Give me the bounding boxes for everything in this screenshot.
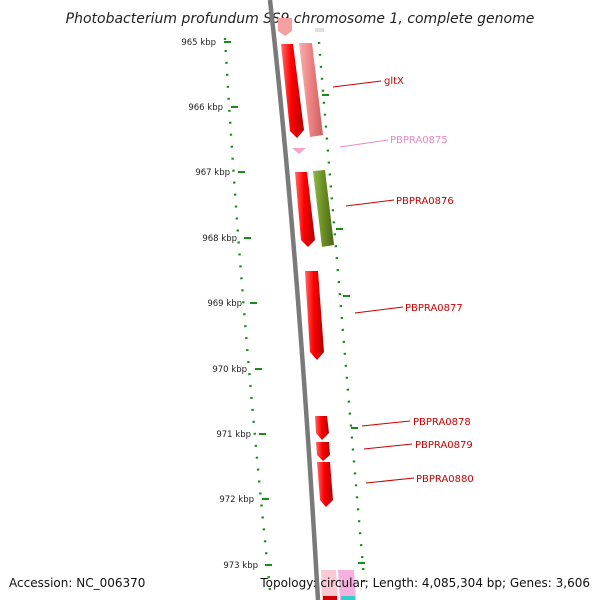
tick-label: 968 kbp <box>202 234 237 244</box>
gene-label[interactable]: PBPRA0880 <box>416 474 474 485</box>
feature-pbpra0875[interactable] <box>292 148 306 154</box>
tick-label: 967 kbp <box>195 168 230 178</box>
kbp-labels: 965 kbp 966 kbp 967 kbp 968 kbp 969 kbp … <box>181 38 258 571</box>
gene-features[interactable] <box>278 18 356 600</box>
tick-label: 965 kbp <box>181 38 216 48</box>
feature-pbpra0877[interactable] <box>305 271 324 360</box>
gc-content-ring-right <box>316 29 367 591</box>
gc-skew-ring-left <box>223 37 272 591</box>
gene-label[interactable]: PBPRA0875 <box>390 135 448 146</box>
feature-top-2[interactable] <box>315 28 324 32</box>
topology-label: Topology: circular; Length: 4,085,304 bp… <box>259 576 590 590</box>
gene-label[interactable]: gltX <box>384 76 404 87</box>
tick-label: 971 kbp <box>216 430 251 440</box>
gene-label[interactable]: PBPRA0878 <box>413 417 471 428</box>
tick-marks <box>224 41 272 566</box>
feature-pbpra0878[interactable] <box>315 416 329 440</box>
tick-label: 969 kbp <box>207 299 242 309</box>
chromosome-backbone <box>267 0 321 600</box>
right-ring-dashes <box>322 94 365 564</box>
feature-red-967[interactable] <box>295 172 315 247</box>
leader-lines <box>332 80 415 484</box>
tick-label: 970 kbp <box>212 365 247 375</box>
feature-bottom-1[interactable] <box>321 570 338 600</box>
feature-gltx-left[interactable] <box>281 44 304 138</box>
gene-label[interactable]: PBPRA0877 <box>405 303 463 314</box>
feature-pbpra0879[interactable] <box>316 442 330 461</box>
accession-label: Accession: NC_006370 <box>9 576 145 590</box>
map-title: Photobacterium profundum SS9 chromosome … <box>66 11 535 27</box>
feature-bottom-3[interactable] <box>323 596 337 600</box>
tick-label: 973 kbp <box>223 561 258 571</box>
feature-gltx[interactable] <box>299 43 323 137</box>
gene-label[interactable]: PBPRA0876 <box>396 196 454 207</box>
gene-labels: gltX PBPRA0875 PBPRA0876 PBPRA0877 PBPRA… <box>384 76 474 485</box>
feature-bottom-4[interactable] <box>341 596 355 600</box>
feature-bottom-2[interactable] <box>338 570 356 600</box>
tick-label: 966 kbp <box>188 103 223 113</box>
gene-label[interactable]: PBPRA0879 <box>415 440 473 451</box>
feature-pbpra0876[interactable] <box>313 170 334 247</box>
feature-top-1[interactable] <box>278 18 292 36</box>
feature-pbpra0880[interactable] <box>317 462 333 507</box>
tick-label: 972 kbp <box>219 495 254 505</box>
